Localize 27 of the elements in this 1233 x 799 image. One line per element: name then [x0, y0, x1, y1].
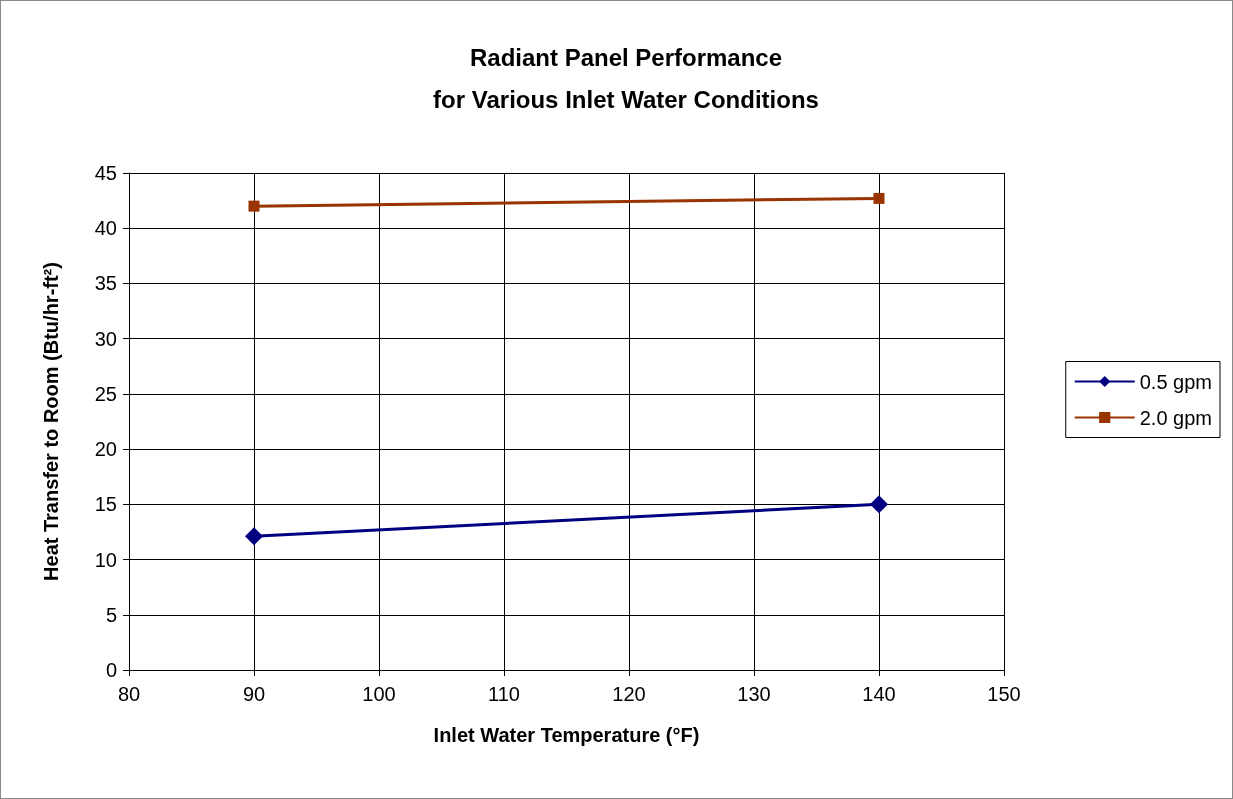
- y-tick-label: 30: [94, 327, 117, 350]
- y-tick-label: 10: [94, 548, 117, 571]
- point: [248, 200, 260, 212]
- x-axis-title: Inlet Water Temperature (°F): [433, 724, 700, 746]
- legend-label: 0.5 gpm: [1139, 370, 1212, 393]
- point: [245, 527, 263, 546]
- x-tick-label: 130: [737, 683, 771, 705]
- chart-title: Radiant Panel Performance for Various Inlet Water Conditions: [433, 43, 819, 113]
- y-tick-label: 0: [105, 659, 117, 681]
- x-tick-label: 100: [362, 683, 396, 705]
- x-tick-label: 150: [987, 683, 1021, 705]
- legend-label: 2.0 gpm: [1139, 406, 1212, 429]
- x-tick-label: 140: [862, 683, 896, 705]
- point: [873, 192, 885, 204]
- x-tick-label: 90: [242, 683, 266, 705]
- y-tick-label: 25: [94, 382, 117, 405]
- y-axis-title: Heat Transfer to Room (Btu/hr-ft²): [40, 262, 62, 581]
- point: [870, 495, 888, 514]
- y-tick-label: 45: [94, 162, 117, 184]
- y-tick-label: 20: [94, 438, 117, 461]
- x-tick-label: 120: [612, 683, 646, 705]
- y-tick-label: 40: [94, 217, 117, 240]
- y-tick-label: 35: [94, 272, 117, 295]
- y-tick-label: 5: [105, 603, 117, 626]
- x-tick-label: 80: [117, 683, 141, 705]
- y-tick-label: 15: [94, 493, 117, 516]
- x-tick-label: 110: [488, 683, 520, 705]
